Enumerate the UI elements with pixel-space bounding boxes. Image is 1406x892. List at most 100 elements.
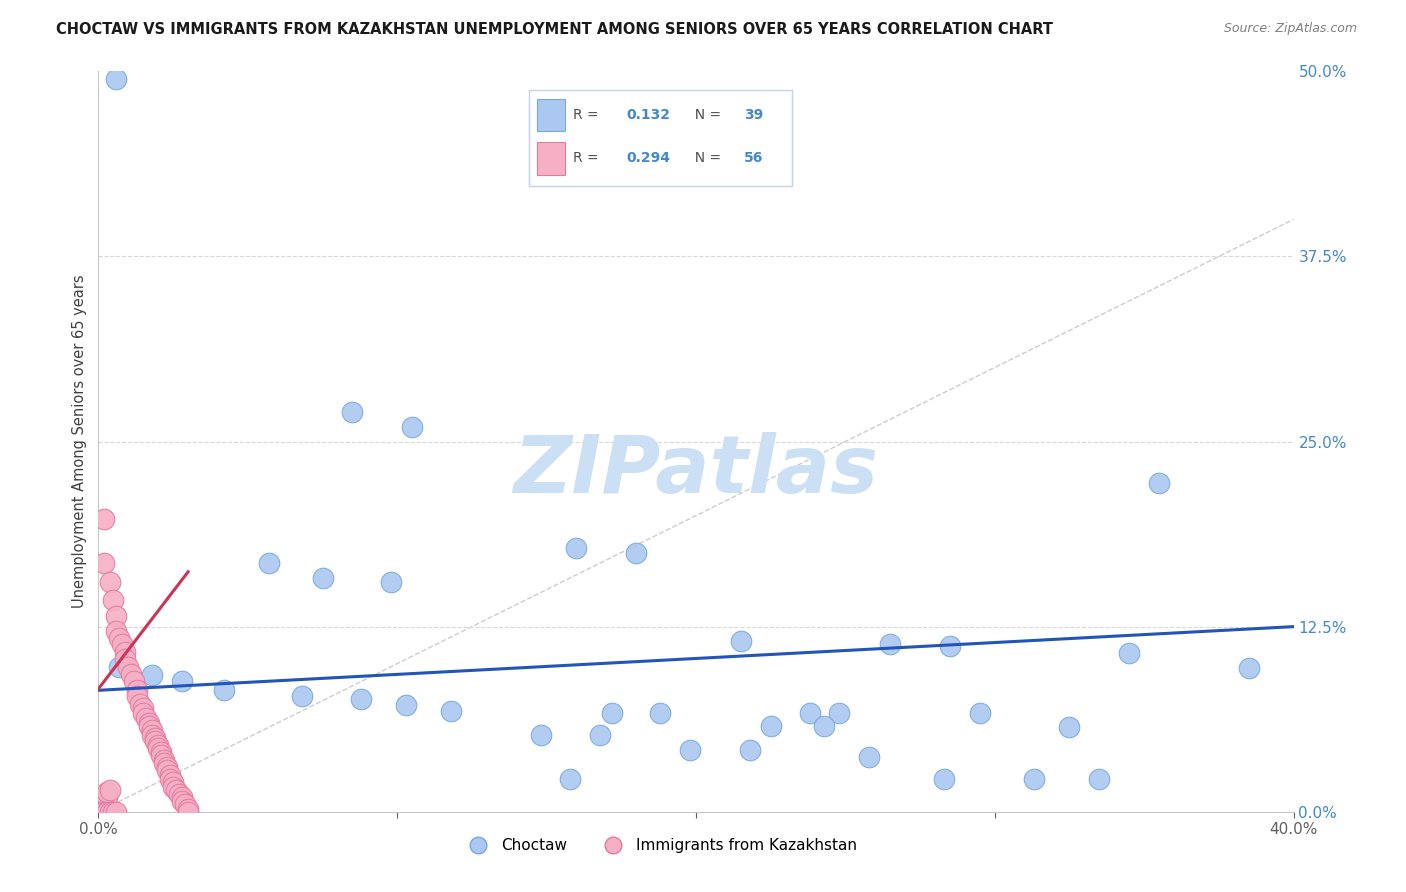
Point [143, 733, 166, 747]
Point [114, 645, 136, 659]
Point [148, 738, 170, 752]
Point [111, 637, 134, 651]
Point [96, 785, 118, 799]
Point [311, 571, 333, 585]
Point [162, 775, 184, 789]
Point [132, 706, 155, 720]
Point [172, 789, 194, 804]
Point [159, 772, 181, 786]
Point [162, 780, 184, 794]
Point [560, 772, 582, 786]
Point [738, 742, 761, 756]
Y-axis label: Unemployment Among Seniors over 65 years: Unemployment Among Seniors over 65 years [72, 275, 87, 608]
Point [650, 706, 672, 720]
Point [98, 782, 122, 797]
Text: Source: ZipAtlas.com: Source: ZipAtlas.com [1223, 22, 1357, 36]
Point [103, 805, 125, 819]
Point [1147, 475, 1170, 490]
Point [759, 719, 782, 733]
Point [172, 794, 194, 808]
Point [135, 711, 157, 725]
Point [98, 805, 122, 819]
Point [159, 767, 181, 781]
Point [440, 704, 463, 718]
Point [90, 805, 112, 819]
Point [124, 674, 146, 689]
Point [138, 715, 160, 730]
Point [858, 750, 880, 764]
Point [291, 690, 314, 704]
Point [108, 632, 131, 646]
Point [799, 706, 821, 720]
Point [90, 802, 112, 816]
Point [679, 742, 702, 756]
Point [257, 556, 280, 570]
Point [108, 659, 131, 673]
Text: CHOCTAW VS IMMIGRANTS FROM KAZAKHSTAN UNEMPLOYMENT AMONG SENIORS OVER 65 YEARS C: CHOCTAW VS IMMIGRANTS FROM KAZAKHSTAN UN… [56, 22, 1053, 37]
Point [730, 634, 752, 648]
Text: ZIPatlas: ZIPatlas [513, 432, 879, 510]
Point [148, 741, 170, 756]
Point [969, 706, 991, 720]
Point [103, 593, 125, 607]
Point [127, 690, 149, 704]
Point [1237, 661, 1260, 675]
Point [380, 575, 402, 590]
Point [93, 793, 115, 807]
Point [138, 719, 160, 733]
Point [177, 802, 200, 816]
Point [90, 797, 112, 812]
Point [141, 668, 163, 682]
Point [105, 805, 128, 819]
Point [342, 405, 364, 419]
Point [828, 706, 851, 720]
Point [602, 706, 624, 720]
Point [165, 782, 187, 797]
Point [93, 556, 115, 570]
Point [120, 667, 142, 681]
Point [879, 637, 901, 651]
Point [401, 419, 423, 434]
Point [1059, 720, 1081, 734]
Point [156, 764, 179, 778]
Point [98, 575, 122, 590]
Point [127, 683, 149, 698]
Point [93, 805, 115, 819]
Point [1118, 646, 1140, 660]
Point [350, 692, 373, 706]
Point [395, 698, 418, 712]
Point [932, 772, 955, 786]
Point [129, 697, 152, 711]
Point [813, 719, 835, 733]
Point [141, 723, 163, 738]
Point [530, 728, 553, 742]
Point [117, 659, 139, 673]
Point [156, 760, 179, 774]
Point [565, 541, 588, 556]
Point [153, 753, 176, 767]
Point [167, 787, 190, 801]
Point [174, 797, 197, 812]
Point [132, 701, 155, 715]
Point [143, 731, 166, 745]
Point [172, 674, 194, 689]
Point [1022, 772, 1045, 786]
Point [177, 805, 200, 819]
Point [939, 639, 962, 653]
Point [96, 789, 118, 804]
Point [589, 728, 612, 742]
Point [105, 624, 128, 638]
Point [150, 746, 173, 760]
Point [105, 71, 128, 86]
Point [1088, 772, 1111, 786]
Point [150, 748, 173, 763]
Point [105, 609, 128, 624]
Point [93, 511, 115, 525]
Point [212, 683, 235, 698]
Point [141, 728, 163, 742]
Point [153, 756, 176, 770]
Legend: Choctaw, Immigrants from Kazakhstan: Choctaw, Immigrants from Kazakhstan [457, 832, 863, 860]
Point [96, 805, 118, 819]
Point [626, 546, 648, 560]
Point [114, 652, 136, 666]
